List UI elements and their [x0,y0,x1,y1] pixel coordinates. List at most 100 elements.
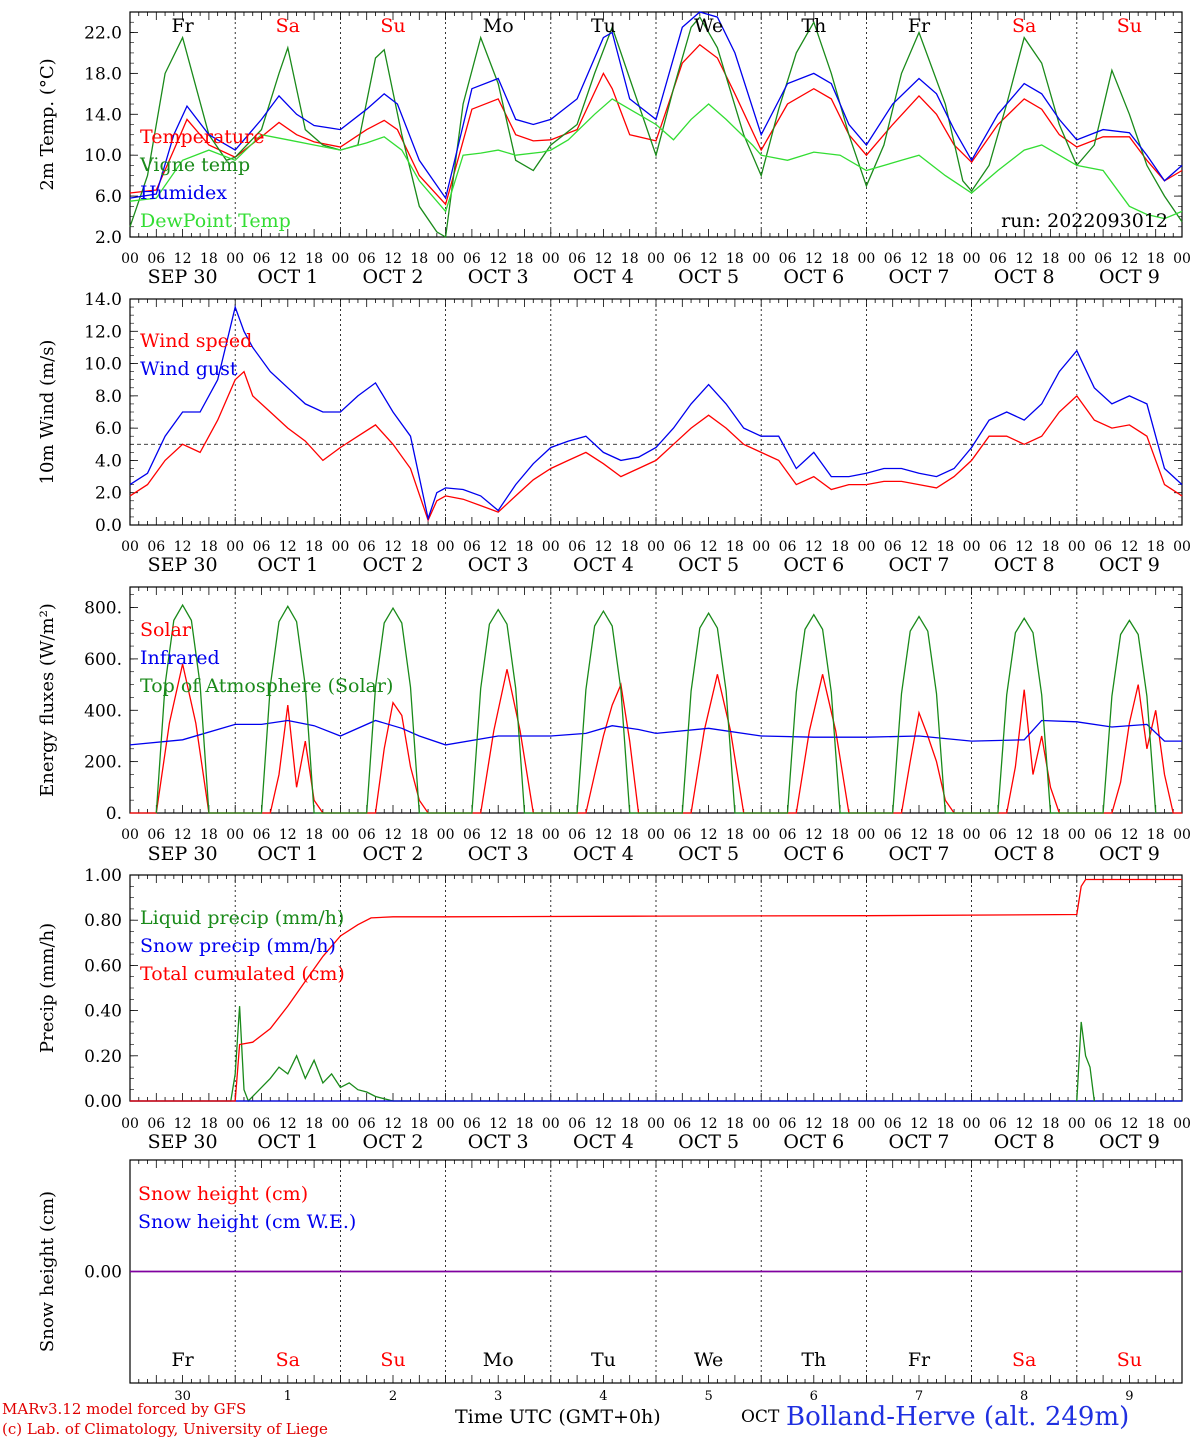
hour-tick-label: 12 [1015,539,1033,555]
y-tick-label: 0. [106,804,122,824]
y-tick-label: 18.0 [84,64,122,84]
time-axis-label: Time UTC (GMT+0h) [455,1406,661,1428]
hour-tick-label: 00 [963,1116,981,1132]
date-label: OCT 8 [994,266,1055,288]
legend-entry: Wind gust [140,358,238,380]
hour-tick-label: 18 [831,1116,849,1132]
day-label-top: Tu [591,15,616,37]
hour-tick-label: 12 [1120,251,1138,267]
hour-tick-label: 06 [253,251,271,267]
y-axis-label: 2m Temp. (°C) [37,58,58,190]
hour-tick-label: 00 [1068,827,1086,843]
hour-tick-label: 18 [1042,539,1060,555]
hour-tick-label: 06 [358,251,376,267]
hour-tick-label: 18 [516,827,534,843]
hour-tick-label: 18 [936,539,954,555]
hour-tick-label: 12 [384,539,402,555]
hour-tick-label: 18 [621,827,639,843]
hour-tick-label: 12 [174,539,192,555]
y-tick-label: 0.00 [84,1263,122,1283]
hour-tick-label: 12 [805,1116,823,1132]
date-label: OCT 5 [678,1131,739,1153]
hour-tick-label: 12 [594,251,612,267]
hour-tick-label: 12 [700,1116,718,1132]
hour-tick-label: 06 [568,827,586,843]
day-label-top: Mo [483,15,514,37]
day-number: 30 [174,1389,191,1404]
series-line-humidex [129,11,1183,200]
hour-tick-label: 00 [857,1116,875,1132]
hour-tick-label: 00 [121,827,139,843]
y-tick-label: 14.0 [84,290,122,310]
hour-tick-label: 00 [542,539,560,555]
date-label: OCT 4 [573,843,634,865]
hour-tick-label: 18 [200,1116,218,1132]
date-label: SEP 30 [148,1131,218,1153]
hour-tick-label: 00 [752,827,770,843]
hour-tick-label: 00 [857,539,875,555]
hour-tick-label: 12 [910,827,928,843]
hour-tick-label: 06 [568,539,586,555]
hour-tick-label: 12 [1015,251,1033,267]
hour-tick-label: 12 [1120,1116,1138,1132]
y-tick-label: 800. [84,599,122,619]
hour-tick-label: 06 [568,251,586,267]
hour-tick-label: 18 [621,1116,639,1132]
hour-tick-label: 06 [1094,251,1112,267]
day-label-top: Sa [1012,15,1036,37]
day-number: 7 [915,1389,923,1404]
hour-tick-label: 12 [489,827,507,843]
hour-tick-label: 12 [1120,827,1138,843]
hour-tick-label: 00 [437,1116,455,1132]
date-label: OCT 2 [363,843,424,865]
hour-tick-label: 18 [1147,539,1165,555]
panel-4: 0.00 0.20 0.40 0.60 0.80 1.00 Precip (mm/h) Liq… [37,866,1191,1153]
hour-tick-label: 06 [884,539,902,555]
day-label-bottom: Th [801,1349,826,1371]
hour-tick-label: 18 [1042,1116,1060,1132]
hour-tick-label: 12 [1015,827,1033,843]
hour-tick-label: 00 [963,827,981,843]
legend-entry: Liquid precip (mm/h) [140,907,344,929]
hour-tick-label: 06 [568,1116,586,1132]
date-label: OCT 2 [363,554,424,576]
hour-tick-label: 18 [516,1116,534,1132]
hour-tick-label: 06 [253,1116,271,1132]
series-line-total-cumulated-cm- [130,878,1182,1102]
y-axis-label: Energy fluxes (W/m²) [37,603,58,797]
date-label: OCT 6 [783,1131,844,1153]
y-tick-label: 0.0 [95,516,122,536]
hour-tick-label: 00 [752,539,770,555]
hour-tick-label: 00 [857,251,875,267]
hour-tick-label: 06 [358,827,376,843]
legend-entry: Temperature [140,126,264,148]
day-label-bottom: Fr [908,1349,931,1371]
y-tick-label: 4.0 [95,451,122,471]
run-label: run: 2022093012 [1001,210,1168,232]
hour-tick-label: 06 [989,827,1007,843]
panel-frame [129,586,1183,814]
hour-tick-label: 12 [489,1116,507,1132]
legend-entry: Solar [140,619,192,641]
series-line-dewpoint-temp [129,98,1183,220]
hour-tick-label: 06 [884,251,902,267]
hour-tick-label: 00 [226,827,244,843]
hour-tick-label: 00 [121,1116,139,1132]
day-label-top: Su [1117,15,1142,37]
hour-tick-label: 06 [253,539,271,555]
hour-tick-label: 18 [1042,251,1060,267]
lab-credit: (c) Lab. of Climatology, University of L… [2,1420,328,1438]
hour-tick-label: 18 [831,539,849,555]
y-tick-label: 22.0 [84,23,122,43]
series-line-liquid-precip-mm-h- [130,1006,1182,1103]
hour-tick-label: 12 [174,827,192,843]
hour-tick-label: 00 [437,539,455,555]
y-tick-label: 0.80 [84,911,122,931]
hour-tick-label: 12 [700,539,718,555]
day-label-bottom: Mo [483,1349,514,1371]
day-number: 4 [599,1389,607,1404]
hour-tick-label: 18 [726,539,744,555]
date-label: OCT 4 [573,1131,634,1153]
hour-tick-label: 00 [963,251,981,267]
hour-tick-label: 06 [463,1116,481,1132]
